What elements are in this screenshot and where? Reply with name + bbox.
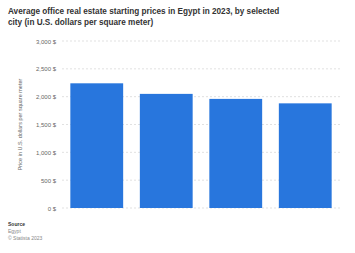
grid-line <box>62 68 340 69</box>
bars <box>70 83 331 208</box>
bar <box>209 99 262 208</box>
bar <box>279 103 332 208</box>
bar <box>140 94 193 208</box>
y-tick-label: 500 $ <box>41 178 57 184</box>
y-tick-label: 0 $ <box>48 206 57 212</box>
y-tick-label: 3,000 $ <box>36 39 57 45</box>
y-tick-label: 1,000 $ <box>36 150 57 156</box>
title-line: city (in U.S. dollars per square meter) <box>8 18 153 27</box>
chart: Average office real estate starting pric… <box>0 0 355 253</box>
bar <box>70 83 123 208</box>
grid-line <box>62 41 340 42</box>
source-text: Source <box>8 221 25 227</box>
source-text: © Statista 2023 <box>8 235 42 241</box>
title: Average office real estate starting pric… <box>8 7 279 27</box>
y-tick-label: 2,500 $ <box>36 66 57 72</box>
y-tick-label: 1,500 $ <box>36 122 57 128</box>
source-text: Egypt <box>8 228 21 234</box>
y-tick-label: 2,000 $ <box>36 94 57 100</box>
title-line: Average office real estate starting pric… <box>8 7 279 16</box>
y-axis-label: Price in U.S. dollars per square meter <box>17 78 23 170</box>
